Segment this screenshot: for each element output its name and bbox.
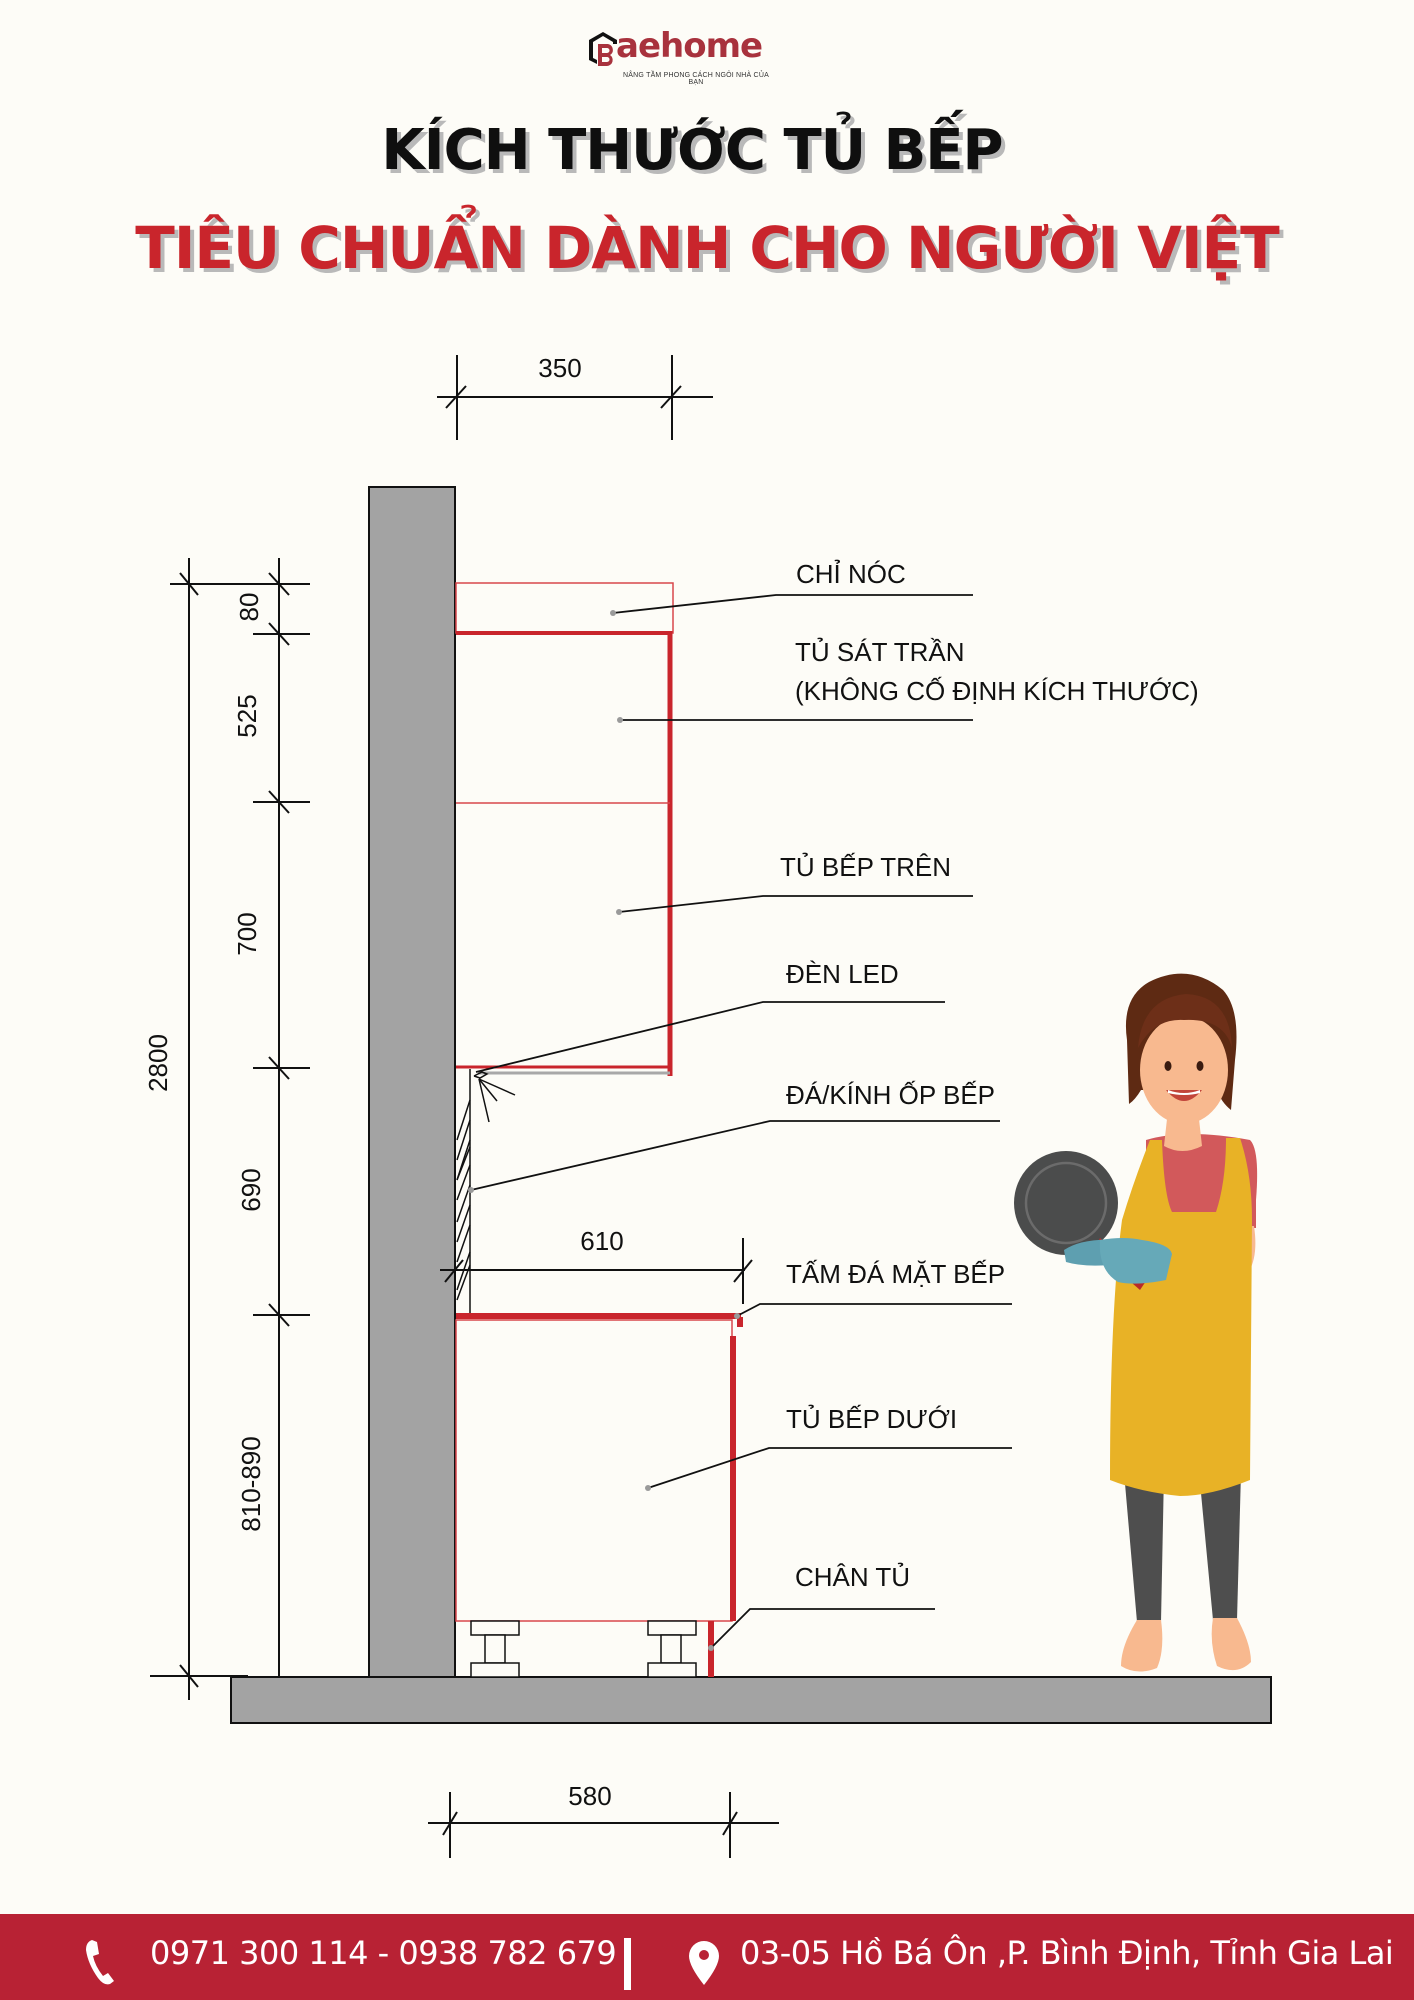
backsplash-hatch bbox=[456, 1099, 471, 1301]
dimension-580 bbox=[428, 1792, 779, 1858]
brand-name: aehome bbox=[616, 26, 763, 66]
kitchen-cabinet-diagram: 350 610 bbox=[143, 353, 1272, 1858]
dim-upper-depth: 350 bbox=[538, 353, 581, 383]
dim-upper-cabinet: 700 bbox=[232, 912, 262, 955]
label-countertop: TẤM ĐÁ MẶT BẾP bbox=[786, 1259, 1005, 1289]
brand-logo: aehome NÂNG TẦM PHONG CÁCH NGÔI NHÀ CỦA … bbox=[586, 26, 826, 86]
brand-tagline: NÂNG TẦM PHONG CÁCH NGÔI NHÀ CỦA BẠN bbox=[623, 72, 769, 86]
phone-numbers[interactable]: 0971 300 114 - 0938 782 679 bbox=[150, 1934, 617, 1972]
dim-backsplash: 690 bbox=[236, 1168, 266, 1211]
dimension-610 bbox=[440, 1238, 753, 1304]
label-cabinet-leg: CHÂN TỦ bbox=[795, 1561, 910, 1592]
label-upper-cabinet: TỦ BẾP TRÊN bbox=[780, 851, 951, 882]
dim-countertop-depth: 610 bbox=[580, 1226, 623, 1256]
leader-lines bbox=[470, 594, 1012, 1649]
crown-molding bbox=[455, 582, 674, 634]
page-subtitle: TIÊU CHUẨN DÀNH CHO NGƯỜI VIỆT bbox=[135, 214, 1279, 282]
wall bbox=[368, 486, 456, 1678]
label-base-cabinet: TỦ BẾP DƯỚI bbox=[786, 1403, 957, 1434]
vertical-dimensions bbox=[150, 558, 310, 1700]
dim-crown: 80 bbox=[234, 593, 264, 622]
dim-base-cabinet: 810-890 bbox=[236, 1436, 266, 1531]
dim-total-height: 2800 bbox=[143, 1034, 173, 1092]
label-ceiling-cabinet: TỦ SÁT TRẦN bbox=[795, 636, 965, 667]
label-ceiling-cabinet-note: (KHÔNG CỐ ĐỊNH KÍCH THƯỚC) bbox=[795, 676, 1199, 706]
footer-divider bbox=[624, 1938, 631, 1990]
cabinet-legs bbox=[470, 1620, 697, 1678]
label-crown: CHỈ NÓC bbox=[796, 559, 906, 589]
floor-slab bbox=[230, 1676, 1272, 1724]
base-cabinet bbox=[455, 1319, 733, 1622]
page-title: KÍCH THƯỚC TỦ BẾP bbox=[381, 118, 1003, 183]
dimension-350 bbox=[437, 355, 713, 440]
location-pin-icon bbox=[689, 1941, 719, 1985]
dim-base-depth: 580 bbox=[568, 1781, 611, 1811]
led-light-icon bbox=[473, 1071, 516, 1123]
phone-icon bbox=[86, 1940, 114, 1985]
leader-dots bbox=[468, 610, 740, 1651]
logo-mark-icon bbox=[589, 32, 617, 66]
label-led-light: ĐÈN LED bbox=[786, 959, 899, 989]
address[interactable]: 03-05 Hồ Bá Ôn ,P. Bình Định, Tỉnh Gia L… bbox=[740, 1934, 1394, 1972]
dim-ceiling-cabinet: 525 bbox=[232, 694, 262, 737]
label-backsplash: ĐÁ/KÍNH ỐP BẾP bbox=[786, 1080, 995, 1110]
woman-illustration bbox=[1014, 973, 1258, 1672]
contact-footer: 0971 300 114 - 0938 782 679 03-05 Hồ Bá … bbox=[0, 1914, 1414, 2000]
